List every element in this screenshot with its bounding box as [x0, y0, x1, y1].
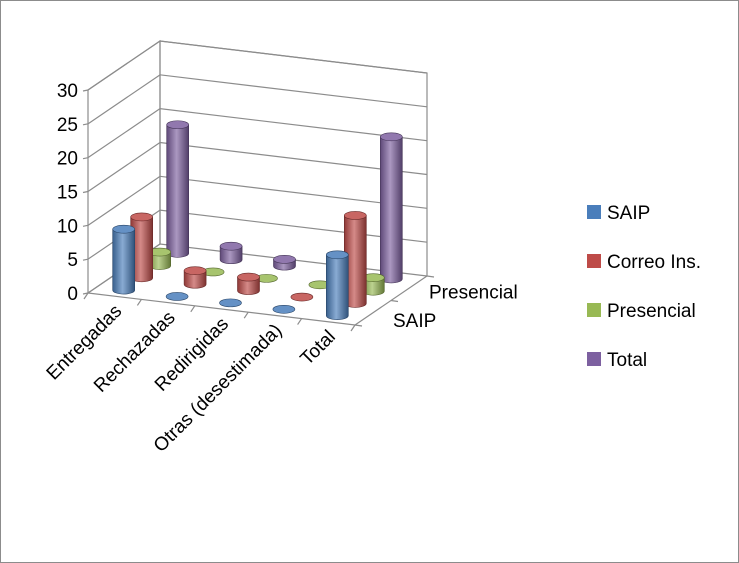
x-tick-mark — [190, 305, 196, 313]
x-tick-mark — [243, 311, 249, 319]
y-tick-label: 25 — [57, 115, 78, 136]
bar-saip-otras-desestimada — [272, 304, 296, 314]
y-tick-label: 10 — [57, 216, 78, 237]
gridline — [87, 141, 428, 192]
bar-total-entregadas — [166, 120, 189, 258]
y-tick-label: 20 — [57, 149, 78, 170]
legend-swatch — [587, 352, 601, 366]
x-tick-mark — [297, 318, 303, 325]
depth-tick-mark — [390, 299, 399, 303]
legend-item-correo-ins: Correo Ins. — [587, 252, 701, 273]
y-tick-mark — [82, 224, 89, 227]
chart-bars — [112, 120, 403, 320]
legend-label: Presencial — [607, 301, 696, 322]
depth-label-presencial: Presencial — [429, 282, 518, 303]
gridline — [87, 108, 428, 159]
bar-total-redirigidas — [273, 255, 296, 271]
bar-saip-redirigidas — [219, 298, 242, 308]
legend-label: Total — [607, 350, 647, 371]
bar-saip-total — [325, 250, 349, 320]
y-tick-mark — [82, 157, 89, 160]
legend-item-saip: SAIP — [587, 203, 650, 224]
legend-swatch — [587, 254, 601, 268]
legend-item-presencial: Presencial — [587, 301, 696, 322]
x-tick-mark — [136, 299, 142, 306]
gridline — [87, 209, 428, 260]
bar-total-total — [379, 132, 403, 284]
legend: SAIP Correo Ins. Presencial Total — [587, 203, 701, 371]
bar-presencial-total — [361, 273, 385, 296]
y-tick-label: 30 — [57, 81, 78, 102]
depth-label-saip: SAIP — [393, 311, 436, 332]
depth-axis-labels: SAIP Presencial — [393, 282, 518, 332]
bar-saip-rechazadas — [165, 292, 189, 301]
y-tick-mark — [82, 258, 89, 261]
bar-correo-ins-redirigidas — [237, 272, 260, 295]
gridline — [87, 175, 428, 226]
y-tick-label: 0 — [67, 284, 78, 305]
gridline — [87, 74, 428, 125]
depth-tick-mark — [354, 324, 363, 327]
gridline — [87, 40, 428, 91]
depth-tick-mark — [426, 275, 435, 278]
y-axis-ticks: 0 5 10 15 20 25 30 — [57, 81, 89, 305]
y-tick-label: 15 — [57, 183, 78, 204]
y-tick-mark — [82, 89, 89, 92]
y-tick-mark — [82, 190, 89, 194]
bar-saip-entregadas — [112, 224, 135, 295]
legend-swatch — [587, 303, 601, 317]
bar-presencial-entregadas — [148, 247, 171, 270]
bar-correo-ins-rechazadas — [183, 266, 207, 289]
x-tick-mark — [350, 324, 356, 332]
chart-floor — [83, 275, 435, 332]
legend-swatch — [587, 205, 601, 219]
bar-correo-ins-otras-desestimada — [290, 292, 314, 302]
y-tick-label: 5 — [67, 250, 78, 271]
bar-total-rechazadas — [219, 241, 243, 264]
y-tick-mark — [82, 123, 89, 126]
x-label-total: Total — [297, 326, 340, 369]
legend-label: Correo Ins. — [607, 252, 701, 273]
legend-label: SAIP — [607, 203, 650, 224]
bar-correo-ins-total — [343, 211, 367, 308]
legend-item-total: Total — [587, 350, 647, 371]
y-tick-mark — [82, 292, 89, 295]
x-tick-mark — [83, 292, 89, 300]
